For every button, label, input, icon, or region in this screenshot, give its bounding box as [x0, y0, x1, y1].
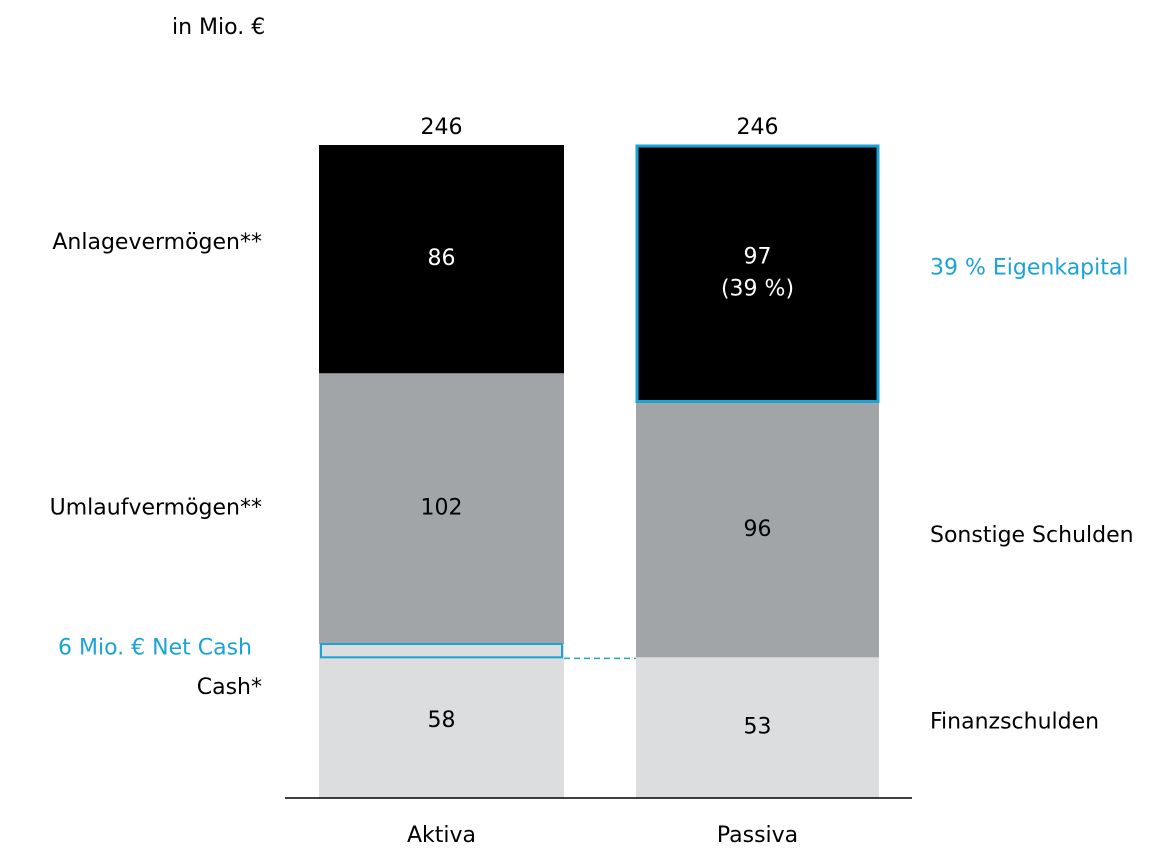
segment-label: Sonstige Schulden — [930, 523, 1134, 548]
segment-label: Umlaufvermögen** — [50, 496, 262, 521]
bar-segment — [319, 145, 564, 374]
highlight-frame — [635, 144, 880, 403]
segment-label: Anlagevermögen** — [52, 230, 262, 255]
net-cash-label: 6 Mio. € Net Cash — [58, 636, 252, 661]
segment-label: Cash* — [197, 675, 262, 700]
value-label: 96 — [744, 517, 772, 542]
value-label: 53 — [744, 715, 772, 740]
share-label: (39 %) — [721, 277, 794, 302]
value-label: 102 — [421, 496, 463, 521]
net-cash-box — [320, 643, 563, 659]
bar-segment — [636, 402, 879, 658]
segment-label: Finanzschulden — [930, 710, 1099, 735]
category-label: Aktiva — [407, 823, 476, 848]
total-label: 246 — [421, 115, 463, 140]
segment-label: 39 % Eigenkapital — [930, 256, 1128, 281]
category-label: Passiva — [717, 823, 798, 848]
total-label: 246 — [737, 115, 779, 140]
bar-segment — [636, 657, 879, 798]
unit-label: in Mio. € — [172, 15, 265, 40]
value-label: 58 — [428, 708, 456, 733]
bar-segment — [319, 644, 564, 798]
bar-segment — [319, 373, 564, 645]
bar-segment — [636, 145, 879, 403]
value-label: 97 — [744, 245, 772, 270]
value-label: 86 — [428, 246, 456, 271]
